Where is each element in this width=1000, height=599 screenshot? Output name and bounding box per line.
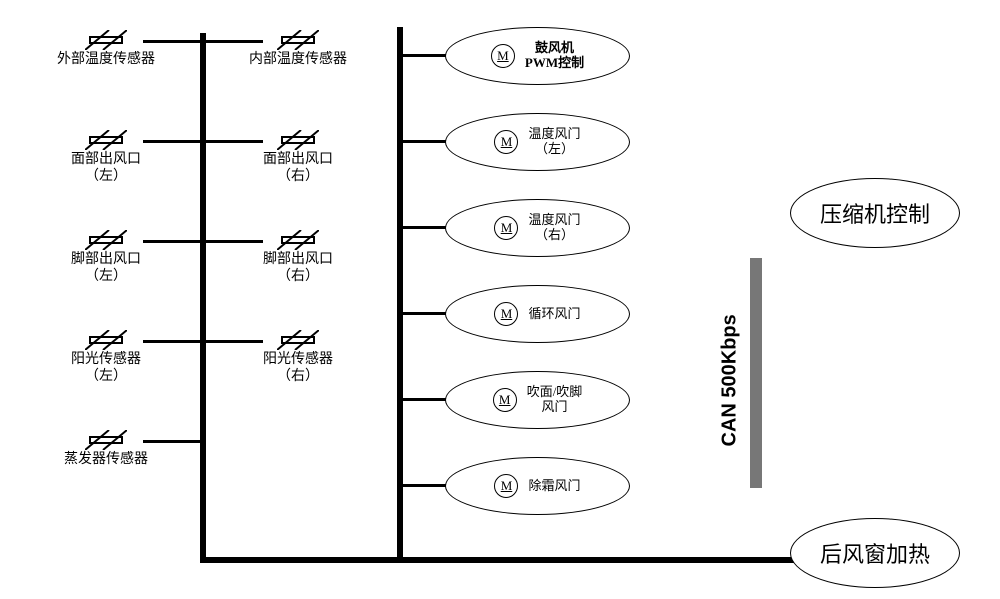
sensor-int-temp: 内部温度传感器 bbox=[248, 30, 348, 69]
motor-blower: M 鼓风机 PWM控制 bbox=[445, 27, 630, 85]
bus-sensor-main bbox=[200, 33, 206, 560]
sensor-sun-left: 阳光传感器（左） bbox=[56, 330, 156, 386]
sensor-icon bbox=[277, 30, 319, 50]
branch-m2 bbox=[403, 226, 448, 229]
sensor-foot-left: 脚部出风口（左） bbox=[56, 230, 156, 286]
sensor-label: 蒸发器传感器 bbox=[56, 452, 156, 469]
sensor-icon bbox=[85, 30, 127, 50]
motor-text: 温度风门 （左） bbox=[528, 127, 580, 157]
sensor-label: 阳光传感器（右） bbox=[248, 352, 348, 386]
motor-text: 鼓风机 PWM控制 bbox=[525, 41, 584, 71]
sensor-label: 脚部出风口（右） bbox=[248, 252, 348, 286]
bus-motor bbox=[397, 27, 403, 563]
motor-m-icon: M bbox=[494, 216, 518, 240]
branch-m4 bbox=[403, 398, 448, 401]
branch-m3 bbox=[403, 312, 448, 315]
sensor-label: 面部出风口（左） bbox=[56, 152, 156, 186]
sensor-label: 内部温度传感器 bbox=[248, 52, 348, 69]
sensor-face-right: 面部出风口（右） bbox=[248, 130, 348, 186]
motor-face-foot: M 吹面/吹脚 风门 bbox=[445, 371, 630, 429]
can-label: CAN 500Kbps bbox=[719, 297, 742, 447]
sensor-icon bbox=[85, 330, 127, 350]
motor-circ: M 循环风门 bbox=[445, 285, 630, 343]
rear-heat-label: 后风窗加热 bbox=[820, 537, 930, 569]
motor-text: 循环风门 bbox=[528, 307, 580, 322]
compressor-control: 压缩机控制 bbox=[790, 178, 960, 248]
motor-m-icon: M bbox=[494, 130, 518, 154]
sensor-sun-right: 阳光传感器（右） bbox=[248, 330, 348, 386]
can-bar bbox=[750, 258, 762, 488]
sensor-face-left: 面部出风口（左） bbox=[56, 130, 156, 186]
motor-text: 温度风门 （右） bbox=[528, 213, 580, 243]
sensor-icon bbox=[85, 230, 127, 250]
motor-m-icon: M bbox=[493, 388, 517, 412]
branch-m1 bbox=[403, 140, 448, 143]
sensor-icon bbox=[85, 430, 127, 450]
sensor-ext-temp: 外部温度传感器 bbox=[56, 30, 156, 69]
motor-temp-left: M 温度风门 （左） bbox=[445, 113, 630, 171]
motor-m-icon: M bbox=[491, 44, 515, 68]
sensor-foot-right: 脚部出风口（右） bbox=[248, 230, 348, 286]
motor-m-icon: M bbox=[494, 302, 518, 326]
motor-text: 除霜风门 bbox=[528, 479, 580, 494]
sensor-label: 外部温度传感器 bbox=[56, 52, 156, 69]
motor-defrost: M 除霜风门 bbox=[445, 457, 630, 515]
sensor-label: 面部出风口（右） bbox=[248, 152, 348, 186]
compressor-label: 压缩机控制 bbox=[820, 197, 930, 229]
motor-text: 吹面/吹脚 风门 bbox=[527, 385, 583, 415]
sensor-icon bbox=[85, 130, 127, 150]
motor-temp-right: M 温度风门 （右） bbox=[445, 199, 630, 257]
motor-m-icon: M bbox=[494, 474, 518, 498]
sensor-icon bbox=[277, 230, 319, 250]
sensor-evap: 蒸发器传感器 bbox=[56, 430, 156, 469]
branch-m5 bbox=[403, 484, 448, 487]
rear-window-heat: 后风窗加热 bbox=[790, 518, 960, 588]
sensor-label: 阳光传感器（左） bbox=[56, 352, 156, 386]
sensor-icon bbox=[277, 330, 319, 350]
sensor-icon bbox=[277, 130, 319, 150]
sensor-label: 脚部出风口（左） bbox=[56, 252, 156, 286]
branch-m0 bbox=[403, 54, 448, 57]
